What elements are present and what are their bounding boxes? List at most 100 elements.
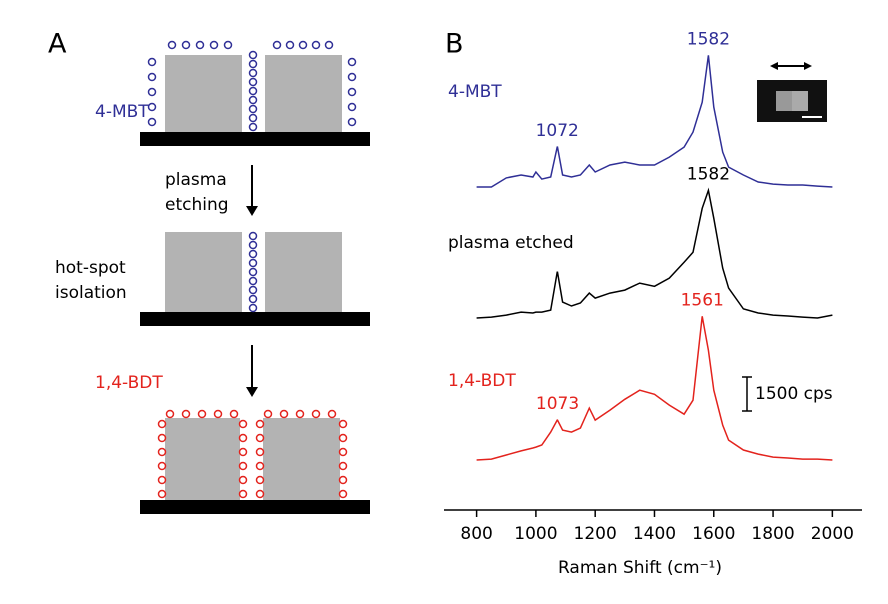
molecule (195, 40, 205, 50)
molecule (197, 409, 207, 419)
series-label: plasma etched (448, 233, 574, 253)
x-tick-label: 1800 (751, 524, 794, 544)
molecule (255, 419, 265, 429)
molecule (248, 104, 258, 114)
molecule (181, 40, 191, 50)
x-tick-label: 800 (460, 524, 492, 544)
molecule (255, 433, 265, 443)
molecule (248, 113, 258, 123)
molecule (209, 40, 219, 50)
molecule (248, 285, 258, 295)
x-tick-label: 2000 (811, 524, 854, 544)
molecule (229, 409, 239, 419)
molecule (238, 475, 248, 485)
molecule (338, 461, 348, 471)
molecule (279, 409, 289, 419)
molecule (213, 409, 223, 419)
molecule (263, 409, 273, 419)
molecule (248, 77, 258, 87)
molecule (347, 102, 357, 112)
molecule (255, 461, 265, 471)
molecule (295, 409, 305, 419)
molecule (248, 276, 258, 286)
x-tick-label: 1000 (514, 524, 557, 544)
middle-label: hot-spot (55, 258, 126, 278)
peak-label: 1073 (536, 394, 579, 414)
spectrum (476, 55, 833, 188)
molecule (347, 72, 357, 82)
molecule (248, 86, 258, 96)
molecule (248, 303, 258, 313)
molecule (157, 419, 167, 429)
molecule (167, 40, 177, 50)
panel-label: A (48, 29, 67, 60)
molecule (338, 489, 348, 499)
molecule (157, 475, 167, 485)
molecule (157, 461, 167, 471)
peak-label: 1561 (681, 290, 724, 310)
molecule (338, 433, 348, 443)
molecule (272, 40, 282, 50)
panel-label: B (445, 29, 464, 60)
molecule (147, 87, 157, 97)
molecule (248, 294, 258, 304)
molecule (147, 117, 157, 127)
x-tick-label: 1600 (692, 524, 735, 544)
molecule (248, 59, 258, 69)
peak-label: 1582 (687, 164, 730, 184)
peak-label: 1582 (687, 29, 730, 49)
molecule (324, 40, 334, 50)
molecule (338, 419, 348, 429)
scale-bar-label: 1500 cps (755, 384, 833, 404)
peak-label: 1072 (536, 121, 579, 141)
molecule (248, 267, 258, 277)
series-label: 4-MBT (448, 82, 502, 102)
molecule (255, 475, 265, 485)
molecule (255, 447, 265, 457)
molecule (238, 419, 248, 429)
molecule (238, 447, 248, 457)
molecule (223, 40, 233, 50)
x-axis-label: Raman Shift (cm⁻¹) (558, 558, 722, 578)
molecule (238, 433, 248, 443)
molecule (238, 461, 248, 471)
molecule (248, 122, 258, 132)
molecule (248, 258, 258, 268)
molecule (248, 240, 258, 250)
x-tick-label: 1200 (574, 524, 617, 544)
molecule (248, 68, 258, 78)
molecule (327, 409, 337, 419)
molecule (238, 489, 248, 499)
molecule (338, 447, 348, 457)
bottom-label: 1,4-BDT (95, 373, 163, 393)
spectrum (476, 187, 833, 319)
molecule (157, 433, 167, 443)
x-tick-label: 1400 (633, 524, 676, 544)
molecule (347, 87, 357, 97)
diagram (140, 55, 827, 514)
molecule (157, 489, 167, 499)
molecule (347, 117, 357, 127)
molecule (248, 231, 258, 241)
molecule (147, 57, 157, 67)
molecule (165, 409, 175, 419)
molecule (248, 50, 258, 60)
molecule (338, 475, 348, 485)
molecule (298, 40, 308, 50)
middle-label: isolation (55, 283, 127, 303)
molecule (311, 409, 321, 419)
molecule (255, 489, 265, 499)
molecule (248, 249, 258, 259)
molecule (157, 447, 167, 457)
molecule (181, 409, 191, 419)
spectrum (476, 316, 833, 461)
molecule (347, 57, 357, 67)
molecule (147, 102, 157, 112)
series-label: 1,4-BDT (448, 371, 516, 391)
top-label: 4-MBT (95, 102, 149, 122)
molecule (248, 95, 258, 105)
step-label: plasma (165, 170, 227, 190)
step-label: etching (165, 195, 229, 215)
molecule (285, 40, 295, 50)
